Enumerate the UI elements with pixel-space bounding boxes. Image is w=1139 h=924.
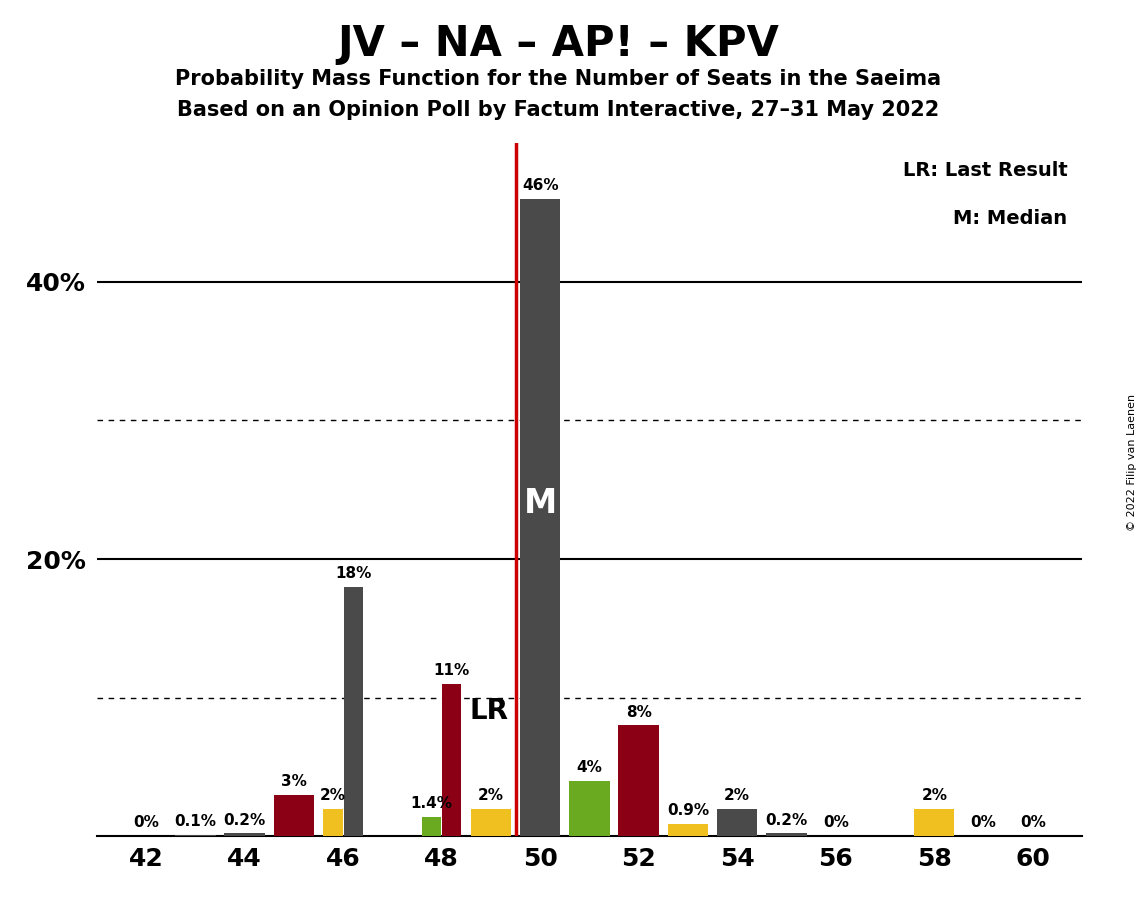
Text: 2%: 2% bbox=[478, 788, 503, 803]
Text: 4%: 4% bbox=[576, 760, 603, 775]
Text: 0.1%: 0.1% bbox=[174, 814, 216, 830]
Bar bbox=[767, 833, 806, 836]
Bar bbox=[323, 808, 343, 836]
Text: 2%: 2% bbox=[921, 788, 948, 803]
Text: 18%: 18% bbox=[335, 566, 371, 581]
Text: 8%: 8% bbox=[625, 705, 652, 720]
Text: 0%: 0% bbox=[970, 815, 997, 830]
Text: 0%: 0% bbox=[133, 815, 159, 830]
Bar bbox=[667, 824, 708, 836]
Text: 11%: 11% bbox=[434, 663, 470, 678]
Text: JV – NA – AP! – KPV: JV – NA – AP! – KPV bbox=[337, 23, 779, 65]
Text: 3%: 3% bbox=[281, 774, 306, 789]
Text: 0.2%: 0.2% bbox=[765, 813, 808, 828]
Bar bbox=[421, 817, 441, 836]
Text: M: Median: M: Median bbox=[953, 209, 1067, 228]
Bar bbox=[175, 835, 215, 836]
Bar bbox=[521, 199, 560, 836]
Text: 0%: 0% bbox=[1019, 815, 1046, 830]
Bar bbox=[915, 808, 954, 836]
Text: M: M bbox=[524, 487, 557, 520]
Text: 0%: 0% bbox=[822, 815, 849, 830]
Bar bbox=[570, 781, 609, 836]
Text: Based on an Opinion Poll by Factum Interactive, 27–31 May 2022: Based on an Opinion Poll by Factum Inter… bbox=[177, 100, 940, 120]
Bar bbox=[718, 808, 757, 836]
Bar bbox=[344, 587, 363, 836]
Bar bbox=[273, 795, 314, 836]
Text: 0.2%: 0.2% bbox=[223, 813, 265, 828]
Bar bbox=[618, 725, 658, 836]
Text: 0.9%: 0.9% bbox=[667, 803, 708, 819]
Bar bbox=[470, 808, 511, 836]
Text: 2%: 2% bbox=[320, 788, 346, 803]
Text: LR: Last Result: LR: Last Result bbox=[902, 161, 1067, 179]
Text: 46%: 46% bbox=[522, 178, 558, 193]
Bar bbox=[442, 684, 461, 836]
Text: Probability Mass Function for the Number of Seats in the Saeima: Probability Mass Function for the Number… bbox=[175, 69, 941, 90]
Text: © 2022 Filip van Laenen: © 2022 Filip van Laenen bbox=[1126, 394, 1137, 530]
Text: LR: LR bbox=[469, 698, 508, 725]
Text: 1.4%: 1.4% bbox=[410, 796, 452, 811]
Bar bbox=[224, 833, 264, 836]
Text: 2%: 2% bbox=[724, 788, 751, 803]
